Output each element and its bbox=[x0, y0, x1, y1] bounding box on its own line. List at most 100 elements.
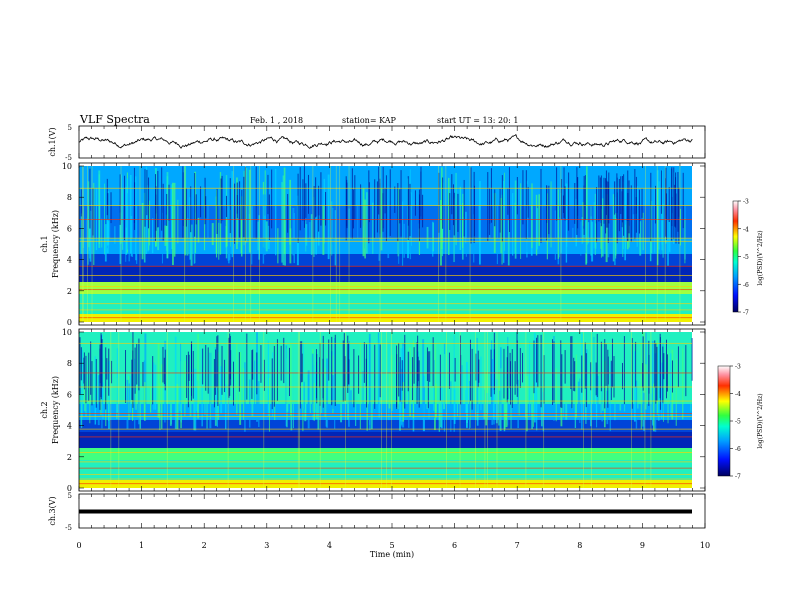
spectrogram-streak bbox=[216, 336, 218, 388]
spectrogram-burst bbox=[277, 228, 279, 264]
spectrogram-streak bbox=[251, 350, 253, 399]
spectrogram-burst bbox=[609, 362, 611, 432]
spectrogram-row bbox=[79, 290, 692, 292]
spectrogram-burst bbox=[572, 227, 574, 252]
spectrogram-burst bbox=[517, 379, 519, 429]
spectrogram-burst bbox=[422, 339, 425, 419]
impulse-line bbox=[345, 332, 346, 488]
spectrogram-burst bbox=[141, 202, 144, 260]
spectrogram-burst bbox=[95, 187, 98, 251]
spectrogram-burst bbox=[486, 393, 489, 414]
spectrogram-row bbox=[79, 348, 692, 350]
spectrogram-streak bbox=[163, 357, 165, 385]
spectrogram-burst bbox=[504, 172, 505, 251]
spectrogram-streak bbox=[101, 339, 103, 387]
spectrogram-streak bbox=[590, 362, 592, 391]
spectrogram-burst bbox=[483, 357, 485, 420]
spectrogram-burst bbox=[357, 186, 359, 252]
spectrogram-streak bbox=[519, 348, 521, 389]
spectrogram-streak bbox=[134, 182, 136, 230]
spectrogram-streak bbox=[490, 168, 492, 223]
impulse-line bbox=[379, 166, 381, 322]
impulse-line bbox=[118, 332, 120, 488]
spectrogram-burst bbox=[409, 347, 411, 417]
spectrogram-streak bbox=[301, 353, 303, 382]
spectrogram-streak bbox=[168, 184, 170, 221]
spectrogram-burst bbox=[514, 202, 516, 254]
spectrogram-burst bbox=[108, 182, 111, 243]
spectrogram-burst bbox=[690, 336, 692, 412]
spectrogram-burst bbox=[520, 183, 522, 259]
spectrogram-streak bbox=[162, 183, 164, 241]
spectrogram-streak bbox=[603, 177, 605, 224]
spectrogram-burst bbox=[114, 226, 116, 244]
spectrogram-burst bbox=[326, 358, 329, 428]
spectrogram-row bbox=[79, 392, 692, 394]
spectrogram-row bbox=[79, 266, 692, 268]
spectrogram-burst bbox=[398, 205, 400, 264]
spectrogram-streak bbox=[561, 354, 563, 408]
spectrogram-burst bbox=[251, 179, 253, 251]
spectrogram-row bbox=[79, 244, 692, 246]
spectrogram-streak bbox=[501, 175, 503, 242]
spectrogram-burst bbox=[176, 384, 179, 430]
spectrogram-streak bbox=[595, 362, 597, 396]
figure-title: VLF Spectra bbox=[79, 113, 150, 126]
spectrogram-burst bbox=[377, 332, 380, 417]
spectrogram-streak bbox=[675, 177, 677, 227]
spectrogram-streak bbox=[144, 169, 146, 227]
spectrogram-row bbox=[79, 370, 692, 372]
impulse-line bbox=[299, 332, 301, 488]
spectrogram-streak bbox=[164, 349, 166, 391]
spectrogram-streak bbox=[412, 357, 414, 401]
spectrogram-streak bbox=[427, 351, 429, 409]
spectrogram-burst bbox=[311, 353, 314, 415]
spectrogram-burst bbox=[453, 335, 455, 432]
narrowband-line bbox=[79, 265, 692, 267]
spectrogram-row bbox=[79, 298, 692, 300]
spectrogram-burst bbox=[210, 343, 212, 420]
spectrogram-streak bbox=[379, 344, 381, 398]
spectrogram-streak bbox=[376, 181, 378, 233]
spectrogram-row bbox=[79, 382, 692, 384]
spectrogram-streak bbox=[313, 186, 315, 239]
spectrogram-burst bbox=[531, 183, 533, 249]
spectrogram-streak bbox=[191, 341, 193, 381]
spectrogram-row bbox=[79, 486, 692, 488]
spectrogram-burst bbox=[211, 223, 214, 246]
spectrogram-burst bbox=[624, 188, 627, 261]
spectrogram-streak bbox=[80, 189, 82, 217]
colorbar-tick-label: -7 bbox=[743, 310, 749, 317]
spectrogram-streak bbox=[182, 172, 184, 226]
spectrogram-burst bbox=[580, 221, 582, 256]
spectrogram-streak bbox=[162, 346, 164, 383]
spectrogram-burst bbox=[197, 217, 200, 243]
spectrogram-streak bbox=[677, 346, 679, 388]
spectrogram-streak bbox=[204, 177, 206, 225]
spectrogram-streak bbox=[345, 176, 347, 241]
narrowband-line bbox=[79, 342, 692, 344]
spectrogram-streak bbox=[148, 177, 150, 229]
spectrogram-burst bbox=[478, 186, 480, 251]
spectrogram-streak bbox=[334, 334, 336, 406]
spectrogram-burst bbox=[434, 360, 436, 419]
spectrogram-streak bbox=[598, 175, 600, 222]
spectrogram-streak bbox=[263, 359, 265, 391]
spectrogram-burst bbox=[289, 228, 292, 264]
spectrogram-streak bbox=[363, 342, 365, 383]
spectrogram-row bbox=[79, 216, 692, 218]
spectrogram-burst bbox=[366, 373, 368, 431]
spectrogram-burst bbox=[257, 221, 259, 251]
spectrogram-burst bbox=[366, 192, 368, 254]
spectrogram-burst bbox=[236, 342, 238, 415]
spectrogram-streak bbox=[438, 172, 440, 233]
spectrogram-streak bbox=[398, 343, 400, 397]
narrowband-line bbox=[79, 309, 692, 311]
spectrogram-burst bbox=[643, 332, 646, 420]
spectrogram-streak bbox=[516, 177, 518, 215]
ch1-colorbar-label: log(PSD)(V^2/Hz) bbox=[757, 230, 764, 285]
spectrogram-burst bbox=[238, 174, 240, 245]
ch2-spectrogram-panel: 0 2 4 6 8 10 ch.2 Frequency (kHz) bbox=[40, 328, 706, 493]
narrowband-line bbox=[79, 240, 692, 242]
spectrogram-burst bbox=[84, 381, 86, 412]
